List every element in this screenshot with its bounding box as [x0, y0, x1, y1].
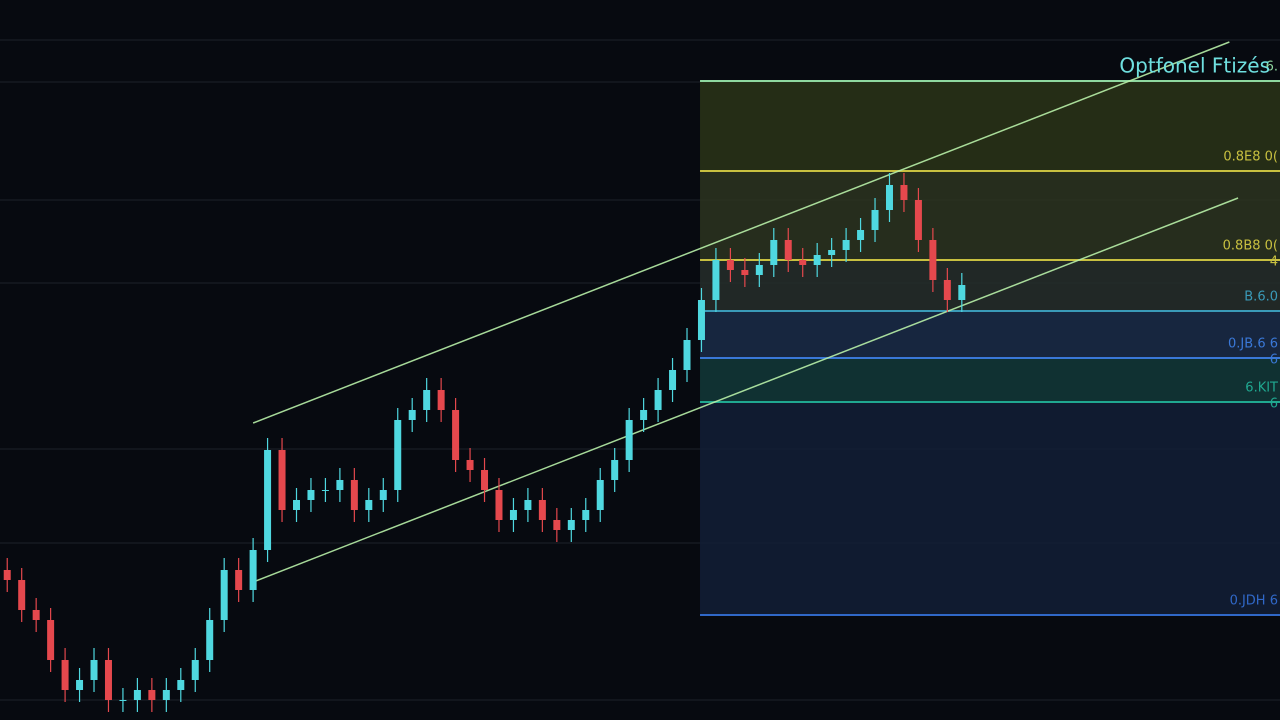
candle-body — [726, 260, 734, 270]
candle-body — [365, 500, 373, 510]
channel-line — [252, 197, 1239, 583]
candle-body — [524, 500, 532, 510]
candle-body — [76, 680, 84, 690]
candle-body — [857, 230, 865, 240]
candle-body — [466, 460, 474, 470]
candle-body — [408, 410, 416, 420]
fib-label: 6 — [1270, 353, 1278, 368]
candle-body — [18, 580, 26, 610]
candle-body — [697, 300, 705, 340]
candle-body — [437, 390, 445, 410]
fib-label: 0.JDH 6 — [1230, 594, 1278, 609]
candle-body — [394, 420, 402, 490]
candle-body — [625, 420, 633, 460]
candle-body — [640, 410, 648, 420]
candle-body — [958, 285, 966, 300]
candle-body — [538, 500, 546, 520]
candle-body — [741, 270, 749, 275]
fib-label: 0.8E8 0( — [1223, 150, 1278, 165]
fib-label: 0.JB.6 6 — [1228, 337, 1278, 352]
fib-label: 6. — [1266, 60, 1278, 75]
candle-body — [509, 510, 517, 520]
candle-body — [321, 490, 329, 491]
candle-body — [119, 700, 127, 701]
candle-body — [3, 570, 11, 580]
candle-body — [162, 690, 170, 700]
candle-body — [278, 450, 286, 510]
candle-body — [61, 660, 69, 690]
channel-line — [252, 41, 1230, 424]
candle-body — [423, 390, 431, 410]
candle-body — [567, 520, 575, 530]
candle-body — [177, 680, 185, 690]
candle-body — [336, 480, 344, 490]
candle-body — [292, 500, 300, 510]
candle-body — [452, 410, 460, 460]
fib-label: 0.8B8 0( — [1223, 239, 1278, 254]
candle-body — [654, 390, 662, 410]
fib-zone — [700, 311, 1280, 358]
candle-body — [799, 260, 807, 265]
fib-label: 6 — [1270, 397, 1278, 412]
fib-label: 4 — [1270, 255, 1278, 270]
candle-body — [828, 250, 836, 255]
candle-body — [900, 185, 908, 200]
candle-body — [784, 240, 792, 260]
candle-body — [495, 490, 503, 520]
candle-body — [133, 690, 141, 700]
candle-body — [249, 550, 257, 590]
candle-body — [379, 490, 387, 500]
candle-body — [350, 480, 358, 510]
candle-body — [871, 210, 879, 230]
candle-body — [929, 240, 937, 280]
candle-body — [553, 520, 561, 530]
candle-body — [481, 470, 489, 490]
candle-body — [712, 260, 720, 300]
candle-body — [264, 450, 272, 550]
candle-body — [611, 460, 619, 480]
candle-body — [943, 280, 951, 300]
candle-body — [307, 490, 315, 500]
fib-zone — [700, 402, 1280, 615]
candle-body — [596, 480, 604, 510]
candle-body — [104, 660, 112, 700]
candle-body — [191, 660, 199, 680]
candle-body — [47, 620, 55, 660]
candle-body — [220, 570, 228, 620]
fib-zone — [700, 358, 1280, 402]
candle-body — [235, 570, 243, 590]
fib-zone — [700, 171, 1280, 260]
candle-body — [582, 510, 590, 520]
candle-body — [842, 240, 850, 250]
fib-label: 6.KIT — [1245, 381, 1278, 396]
candle-body — [683, 340, 691, 370]
candle-body — [90, 660, 98, 680]
candle-body — [206, 620, 214, 660]
candle-body — [770, 240, 778, 265]
candle-body — [148, 690, 156, 700]
candle-body — [813, 255, 821, 265]
fib-zone — [700, 260, 1280, 311]
candle-body — [32, 610, 40, 620]
candle-body — [755, 265, 763, 275]
candle-body — [669, 370, 677, 390]
fib-label: B.6.0 — [1244, 290, 1278, 305]
candle-body — [914, 200, 922, 240]
fib-zone — [700, 81, 1280, 171]
candle-body — [885, 185, 893, 210]
chart-title: Optfonel Ftizés — [1119, 54, 1270, 78]
